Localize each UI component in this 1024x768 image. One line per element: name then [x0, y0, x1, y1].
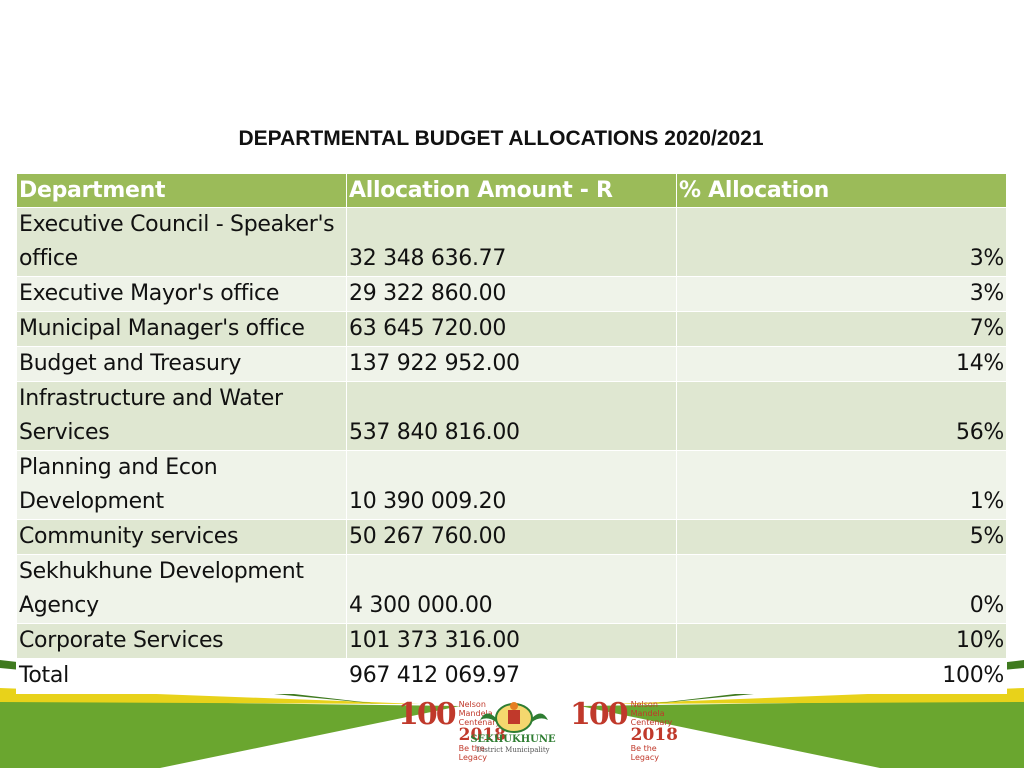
- table-header-row: Department Allocation Amount - R % Alloc…: [16, 173, 1007, 208]
- table-row: Sekhukhune Development Agency 4 300 000.…: [16, 554, 1007, 624]
- crest-name: SEKHUKHUNE: [470, 734, 556, 745]
- amount-cell: 29 322 860.00: [346, 276, 677, 312]
- centenary-logo-left: 100 Nelson Mandela Centenary 2018 Be the…: [398, 697, 506, 763]
- department-cell: Municipal Manager's office: [16, 311, 347, 347]
- department-cell: Community services: [16, 519, 347, 555]
- column-header-department: Department: [16, 173, 347, 208]
- column-header-percent: % Allocation: [676, 173, 1007, 208]
- department-cell: Executive Council - Speaker's office: [16, 207, 347, 277]
- amount-cell: 101 373 316.00: [346, 623, 677, 659]
- percent-cell: 14%: [676, 346, 1007, 382]
- department-cell: Budget and Treasury: [16, 346, 347, 382]
- amount-cell: 537 840 816.00: [346, 381, 677, 451]
- percent-cell: 56%: [676, 381, 1007, 451]
- logo-tagline: Be the Legacy: [630, 744, 659, 762]
- amount-cell: 63 645 720.00: [346, 311, 677, 347]
- amount-cell: 32 348 636.77: [346, 207, 677, 277]
- page-title: DEPARTMENTAL BUDGET ALLOCATIONS 2020/202…: [238, 127, 764, 150]
- department-cell: Total: [16, 658, 347, 694]
- department-cell: Executive Mayor's office: [16, 276, 347, 312]
- logo-number: 100: [570, 697, 629, 732]
- percent-cell: 100%: [676, 658, 1007, 694]
- percent-cell: 0%: [676, 554, 1007, 624]
- table-row: Infrastructure and Water Services 537 84…: [16, 381, 1007, 451]
- percent-cell: 5%: [676, 519, 1007, 555]
- department-cell: Infrastructure and Water Services: [16, 381, 347, 451]
- crest-subtitle: District Municipality: [476, 746, 550, 754]
- department-cell: Corporate Services: [16, 623, 347, 659]
- logo-year: 2018: [630, 725, 678, 745]
- department-cell: Planning and Econ Development: [16, 450, 347, 520]
- logo-number: 100: [398, 697, 457, 732]
- percent-cell: 7%: [676, 311, 1007, 347]
- logo-year: 2018: [458, 725, 506, 745]
- table-row: Corporate Services 101 373 316.00 10%: [16, 623, 1007, 659]
- percent-cell: 1%: [676, 450, 1007, 520]
- amount-cell: 967 412 069.97: [346, 658, 677, 694]
- amount-cell: 10 390 009.20: [346, 450, 677, 520]
- budget-table: Department Allocation Amount - R % Alloc…: [16, 173, 1007, 694]
- table-row-total: Total 967 412 069.97 100%: [16, 658, 1007, 694]
- municipality-crest-icon: [480, 702, 548, 733]
- logo-caption: Nelson Mandela Centenary: [458, 700, 501, 727]
- logo-caption: Nelson Mandela Centenary: [630, 700, 673, 727]
- logo-tagline: Be the Legacy: [458, 744, 487, 762]
- table-row: Executive Mayor's office 29 322 860.00 3…: [16, 276, 1007, 312]
- percent-cell: 3%: [676, 276, 1007, 312]
- amount-cell: 50 267 760.00: [346, 519, 677, 555]
- amount-cell: 4 300 000.00: [346, 554, 677, 624]
- percent-cell: 10%: [676, 623, 1007, 659]
- department-cell: Sekhukhune Development Agency: [16, 554, 347, 624]
- centenary-logo-right: 100 Nelson Mandela Centenary 2018 Be the…: [570, 697, 678, 763]
- column-header-amount: Allocation Amount - R: [346, 173, 677, 208]
- table-row: Community services 50 267 760.00 5%: [16, 519, 1007, 555]
- municipality-name: SEKHUKHUNE District Municipality: [468, 734, 558, 756]
- amount-cell: 137 922 952.00: [346, 346, 677, 382]
- table-row: Budget and Treasury 137 922 952.00 14%: [16, 346, 1007, 382]
- table-row: Planning and Econ Development 10 390 009…: [16, 450, 1007, 520]
- percent-cell: 3%: [676, 207, 1007, 277]
- table-row: Municipal Manager's office 63 645 720.00…: [16, 311, 1007, 347]
- table-row: Executive Council - Speaker's office 32 …: [16, 207, 1007, 277]
- footer-logos: 100 Nelson Mandela Centenary 2018 Be the…: [0, 700, 1024, 768]
